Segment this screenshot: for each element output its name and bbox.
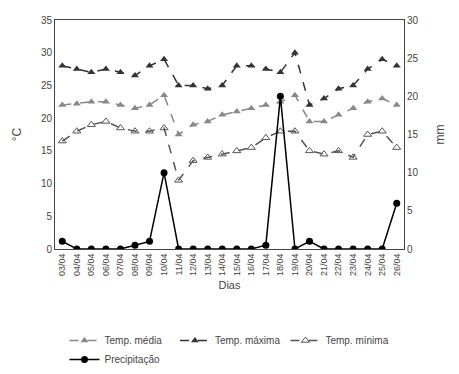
svg-text:20: 20 <box>407 91 419 102</box>
svg-text:Temp. máxima: Temp. máxima <box>215 335 280 346</box>
svg-text:Temp. média: Temp. média <box>105 335 163 346</box>
svg-text:5: 5 <box>46 211 52 222</box>
svg-text:Precipitação: Precipitação <box>105 354 160 365</box>
svg-text:12/04: 12/04 <box>188 254 198 277</box>
svg-text:10/04: 10/04 <box>159 254 169 277</box>
svg-text:Dias: Dias <box>218 279 241 291</box>
svg-text:22/04: 22/04 <box>333 254 343 277</box>
svg-text:35: 35 <box>41 15 53 26</box>
svg-text:30: 30 <box>407 15 419 26</box>
svg-text:mm: mm <box>433 125 447 145</box>
svg-text:24/04: 24/04 <box>363 254 373 277</box>
svg-text:14/04: 14/04 <box>217 254 227 277</box>
svg-text:20/04: 20/04 <box>304 254 314 277</box>
svg-text:15/04: 15/04 <box>232 254 242 277</box>
svg-text:08/04: 08/04 <box>130 254 140 277</box>
svg-text:21/04: 21/04 <box>319 254 329 277</box>
svg-text:18/04: 18/04 <box>275 254 285 277</box>
svg-text:11/04: 11/04 <box>174 254 184 276</box>
svg-text:17/04: 17/04 <box>261 254 271 277</box>
svg-text:03/04: 03/04 <box>57 254 67 277</box>
svg-text:26/04: 26/04 <box>392 254 402 277</box>
svg-text:09/04: 09/04 <box>144 254 154 277</box>
svg-text:23/04: 23/04 <box>348 254 358 277</box>
svg-text:20: 20 <box>41 113 53 124</box>
svg-text:15: 15 <box>41 145 53 156</box>
svg-text:16/04: 16/04 <box>246 254 256 277</box>
svg-text:°C: °C <box>10 127 24 141</box>
svg-text:0: 0 <box>407 244 413 255</box>
svg-text:5: 5 <box>407 205 413 216</box>
svg-text:10: 10 <box>407 167 419 178</box>
svg-text:05/04: 05/04 <box>86 254 96 277</box>
svg-text:04/04: 04/04 <box>72 254 82 277</box>
svg-text:30: 30 <box>41 47 53 58</box>
svg-text:15: 15 <box>407 129 419 140</box>
svg-text:25: 25 <box>41 80 53 91</box>
svg-text:25: 25 <box>407 53 419 64</box>
svg-text:25/04: 25/04 <box>377 254 387 277</box>
svg-text:Temp. mínima: Temp. mínima <box>325 335 388 346</box>
svg-text:13/04: 13/04 <box>203 254 213 277</box>
svg-text:06/04: 06/04 <box>101 254 111 277</box>
svg-text:19/04: 19/04 <box>290 254 300 277</box>
svg-text:0: 0 <box>46 244 52 255</box>
svg-text:07/04: 07/04 <box>115 254 125 277</box>
svg-text:10: 10 <box>41 178 53 189</box>
